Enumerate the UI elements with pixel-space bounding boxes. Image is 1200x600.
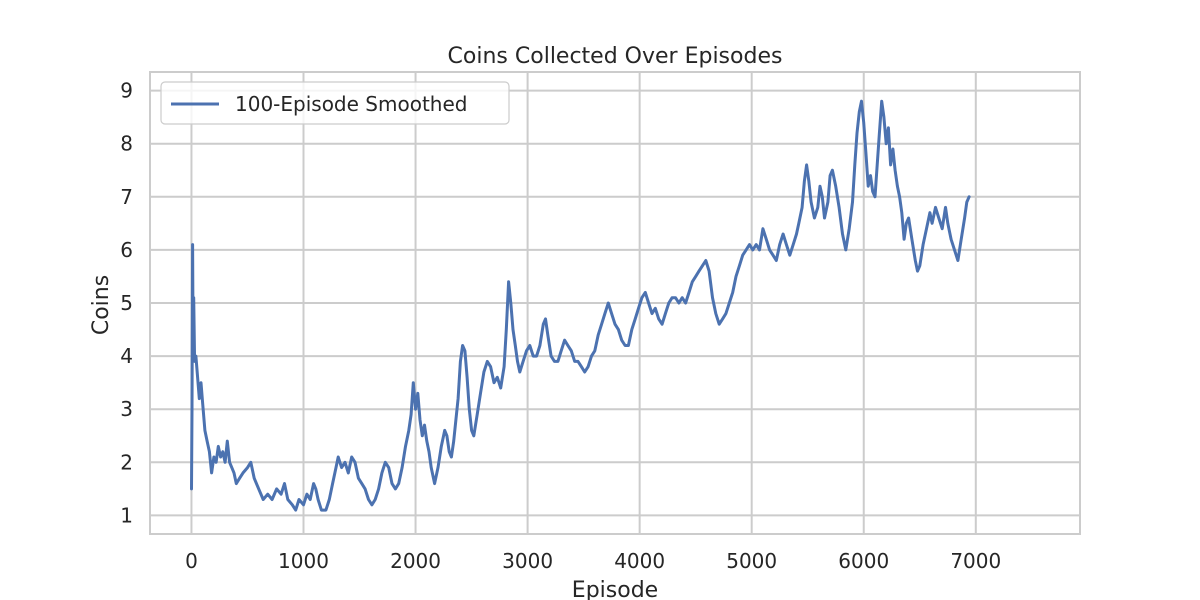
y-tick-label: 8: [120, 132, 133, 156]
grid: [150, 72, 1080, 534]
y-tick-label: 2: [120, 450, 133, 474]
y-tick-label: 6: [120, 238, 133, 262]
x-tick-label: 1000: [278, 549, 329, 573]
legend-box: [160, 81, 510, 125]
y-tick-label: 7: [120, 185, 133, 209]
y-tick-label: 5: [120, 291, 133, 315]
legend: 100-Episode Smoothed: [160, 81, 510, 125]
y-tick-label: 3: [120, 397, 133, 421]
y-axis-ticks: 1 2 3 4 5 6 7 8 9: [120, 79, 133, 528]
plot-area: [190, 99, 971, 512]
legend-entry-label: 100-Episode Smoothed: [235, 92, 467, 116]
series-line-100-episode-smoothed: [190, 99, 971, 512]
x-tick-label: 0: [185, 549, 198, 573]
x-axis-ticks: 0 1000 2000 3000 4000 5000 6000 7000: [185, 549, 1001, 573]
x-tick-label: 6000: [838, 549, 889, 573]
plot-frame: [149, 71, 1081, 535]
x-tick-label: 2000: [390, 549, 441, 573]
x-tick-label: 5000: [726, 549, 777, 573]
y-tick-label: 1: [120, 503, 133, 527]
x-axis-label: Episode: [572, 578, 658, 600]
chart-title: Coins Collected Over Episodes: [448, 44, 783, 69]
y-tick-label: 9: [120, 79, 133, 103]
y-tick-label: 4: [120, 344, 133, 368]
x-tick-label: 4000: [614, 549, 665, 573]
x-tick-label: 3000: [502, 549, 553, 573]
x-tick-label: 7000: [950, 549, 1001, 573]
y-axis-label: Coins: [89, 275, 114, 335]
